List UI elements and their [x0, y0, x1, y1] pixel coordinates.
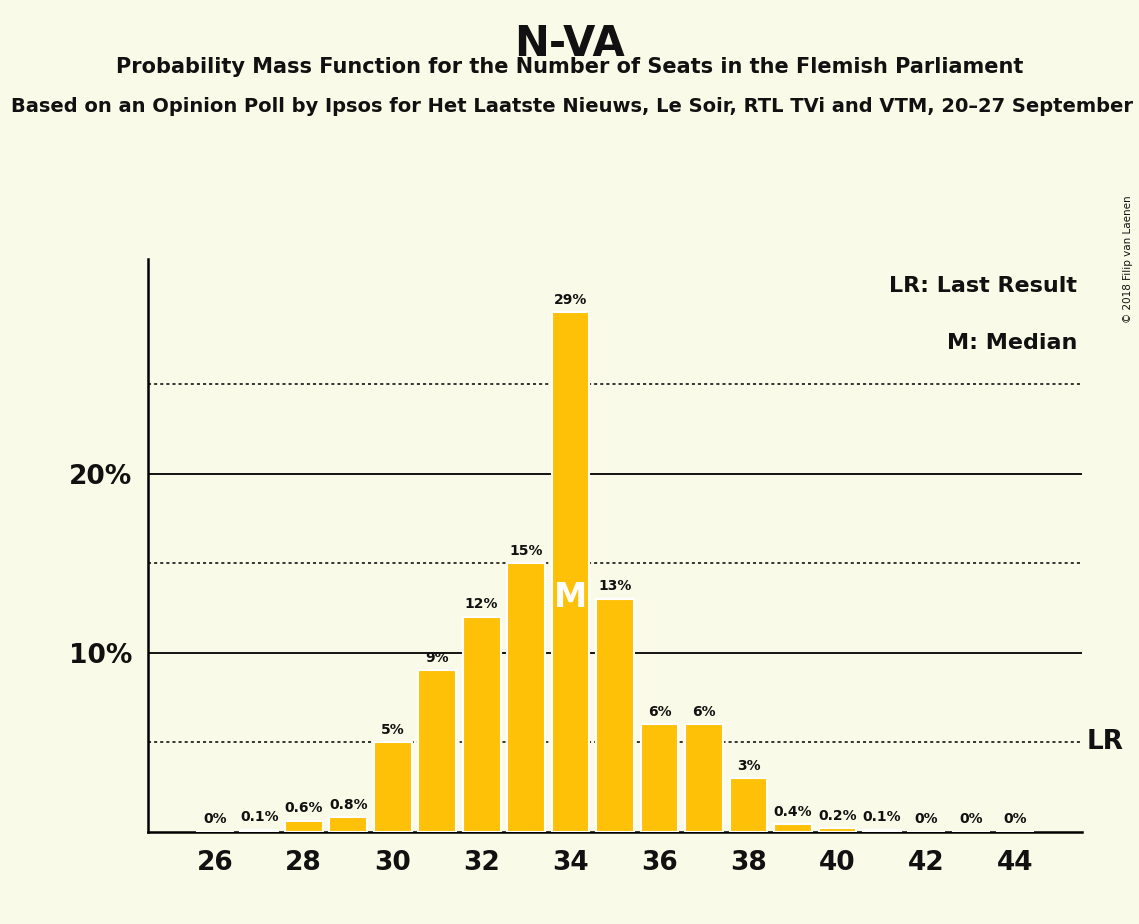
Text: 0%: 0% — [915, 812, 939, 826]
Text: 0.2%: 0.2% — [818, 808, 857, 822]
Bar — [730, 778, 768, 832]
Text: LR: LR — [1087, 729, 1124, 755]
Text: 13%: 13% — [598, 579, 632, 593]
Text: 0%: 0% — [203, 812, 227, 826]
Text: 0.1%: 0.1% — [240, 810, 279, 824]
Bar — [240, 830, 278, 832]
Bar — [329, 817, 367, 832]
Text: 0.8%: 0.8% — [329, 798, 368, 812]
Text: 9%: 9% — [425, 651, 449, 665]
Text: Probability Mass Function for the Number of Seats in the Flemish Parliament: Probability Mass Function for the Number… — [116, 57, 1023, 78]
Bar — [596, 599, 634, 832]
Bar — [686, 724, 723, 832]
Bar — [285, 821, 322, 832]
Text: 0%: 0% — [959, 812, 983, 826]
Bar — [640, 724, 679, 832]
Text: 6%: 6% — [648, 705, 671, 719]
Bar — [374, 742, 411, 832]
Text: 29%: 29% — [554, 293, 588, 307]
Text: M: Median: M: Median — [947, 334, 1077, 353]
Text: 0.4%: 0.4% — [773, 805, 812, 819]
Text: 0%: 0% — [1003, 812, 1027, 826]
Text: 12%: 12% — [465, 598, 499, 612]
Bar — [775, 824, 812, 832]
Text: 0.6%: 0.6% — [285, 801, 323, 816]
Text: 6%: 6% — [693, 705, 715, 719]
Bar — [507, 563, 544, 832]
Bar — [551, 312, 590, 832]
Text: LR: Last Result: LR: Last Result — [890, 276, 1077, 296]
Text: 3%: 3% — [737, 759, 761, 772]
Bar — [418, 671, 456, 832]
Text: 5%: 5% — [380, 723, 404, 736]
Text: 0.1%: 0.1% — [862, 810, 901, 824]
Text: © 2018 Filip van Laenen: © 2018 Filip van Laenen — [1123, 195, 1133, 322]
Bar — [819, 828, 857, 832]
Bar — [462, 617, 500, 832]
Text: N-VA: N-VA — [514, 23, 625, 65]
Text: M: M — [554, 581, 588, 614]
Bar — [863, 830, 901, 832]
Text: 15%: 15% — [509, 543, 543, 558]
Text: Based on an Opinion Poll by Ipsos for Het Laatste Nieuws, Le Soir, RTL TVi and V: Based on an Opinion Poll by Ipsos for He… — [11, 97, 1139, 116]
